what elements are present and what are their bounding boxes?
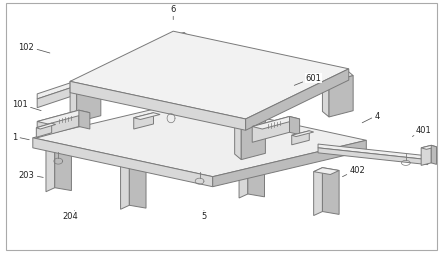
Polygon shape xyxy=(46,144,71,151)
Polygon shape xyxy=(323,77,329,118)
Text: 102: 102 xyxy=(18,43,50,54)
Polygon shape xyxy=(421,146,431,166)
Polygon shape xyxy=(37,111,79,138)
Polygon shape xyxy=(314,168,323,216)
Polygon shape xyxy=(318,145,428,160)
Text: 204: 204 xyxy=(62,211,78,220)
Polygon shape xyxy=(318,148,428,165)
Polygon shape xyxy=(291,131,314,137)
Polygon shape xyxy=(252,117,299,130)
Text: 4: 4 xyxy=(362,111,380,123)
Polygon shape xyxy=(79,111,90,130)
Text: 601: 601 xyxy=(294,74,322,86)
Polygon shape xyxy=(291,131,309,145)
Polygon shape xyxy=(70,32,349,119)
Polygon shape xyxy=(239,150,264,157)
Polygon shape xyxy=(329,76,353,118)
Polygon shape xyxy=(70,76,101,88)
Polygon shape xyxy=(55,144,71,191)
Polygon shape xyxy=(290,117,299,135)
Polygon shape xyxy=(235,119,241,160)
Polygon shape xyxy=(167,39,191,80)
Polygon shape xyxy=(134,113,160,120)
Text: 5: 5 xyxy=(201,211,206,220)
Polygon shape xyxy=(77,81,101,122)
Polygon shape xyxy=(431,146,436,165)
Polygon shape xyxy=(36,124,52,138)
Polygon shape xyxy=(239,150,248,198)
Text: 203: 203 xyxy=(18,170,43,179)
Polygon shape xyxy=(314,168,339,175)
Polygon shape xyxy=(323,71,353,83)
Text: 101: 101 xyxy=(12,100,41,111)
Polygon shape xyxy=(235,113,265,125)
Text: 402: 402 xyxy=(342,165,365,177)
Polygon shape xyxy=(160,40,167,80)
Polygon shape xyxy=(37,111,90,124)
Polygon shape xyxy=(36,124,56,130)
Text: 1: 1 xyxy=(12,133,29,141)
Polygon shape xyxy=(245,70,349,131)
Polygon shape xyxy=(46,144,55,192)
Polygon shape xyxy=(37,82,90,108)
Polygon shape xyxy=(70,82,245,131)
Polygon shape xyxy=(120,162,129,210)
Polygon shape xyxy=(33,138,213,187)
Text: 401: 401 xyxy=(412,125,431,137)
Polygon shape xyxy=(241,119,265,160)
Polygon shape xyxy=(33,102,366,177)
Polygon shape xyxy=(70,82,77,122)
Polygon shape xyxy=(160,33,191,45)
Polygon shape xyxy=(37,77,90,100)
Polygon shape xyxy=(213,141,366,187)
Text: 6: 6 xyxy=(171,5,176,21)
Polygon shape xyxy=(120,162,146,169)
Polygon shape xyxy=(134,113,153,130)
Polygon shape xyxy=(323,168,339,215)
Polygon shape xyxy=(421,146,436,150)
Polygon shape xyxy=(252,117,290,143)
Polygon shape xyxy=(248,150,264,197)
Polygon shape xyxy=(129,162,146,208)
